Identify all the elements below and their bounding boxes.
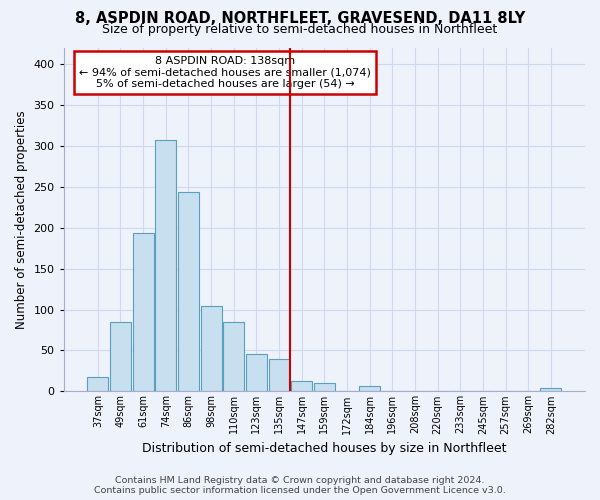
- Text: 8, ASPDIN ROAD, NORTHFLEET, GRAVESEND, DA11 8LY: 8, ASPDIN ROAD, NORTHFLEET, GRAVESEND, D…: [75, 11, 525, 26]
- Bar: [291, 380, 312, 392]
- Bar: [88, 376, 108, 392]
- X-axis label: Distribution of semi-detached houses by size in Northfleet: Distribution of semi-detached houses by …: [142, 442, 506, 455]
- Bar: [269, 360, 289, 392]
- Text: Size of property relative to semi-detached houses in Northfleet: Size of property relative to semi-detach…: [103, 22, 497, 36]
- Bar: [133, 234, 154, 392]
- Bar: [541, 388, 562, 392]
- Y-axis label: Number of semi-detached properties: Number of semi-detached properties: [15, 110, 28, 329]
- Bar: [314, 383, 335, 392]
- Bar: [246, 354, 267, 392]
- Bar: [178, 192, 199, 392]
- Text: 8 ASPDIN ROAD: 138sqm
← 94% of semi-detached houses are smaller (1,074)
5% of se: 8 ASPDIN ROAD: 138sqm ← 94% of semi-deta…: [79, 56, 371, 90]
- Bar: [155, 140, 176, 392]
- Bar: [359, 386, 380, 392]
- Bar: [200, 306, 221, 392]
- Bar: [110, 322, 131, 392]
- Text: Contains HM Land Registry data © Crown copyright and database right 2024.
Contai: Contains HM Land Registry data © Crown c…: [94, 476, 506, 495]
- Bar: [223, 322, 244, 392]
